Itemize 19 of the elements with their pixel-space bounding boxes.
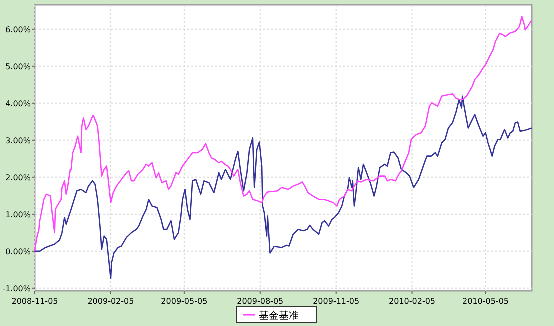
y-tick-label: -1.00% (2, 284, 32, 294)
legend-label: 基金基准 (259, 310, 299, 322)
x-tick-label: 2008-11-05 (12, 297, 58, 306)
line-series (34, 96, 533, 280)
y-tick-label: 2.00% (6, 173, 32, 182)
y-tick-label: 5.00% (6, 62, 32, 72)
x-tick-label: 2009-08-05 (237, 297, 284, 306)
y-tick-label: 6.00% (6, 25, 32, 34)
x-tick-label: 2009-02-05 (88, 297, 134, 306)
line-series (34, 16, 533, 252)
x-tick-label: 2009-05-05 (161, 297, 208, 306)
y-tick-label: 3.00% (6, 136, 32, 146)
legend: 基金基准 (236, 306, 318, 324)
x-tick-label: 2010-02-05 (389, 297, 436, 306)
y-tick-label: 4.00% (6, 99, 32, 108)
y-tick-label: 1.00% (6, 210, 32, 220)
x-tick-label: 2009-11-05 (313, 297, 360, 306)
x-tick-label: 2010-05-05 (462, 297, 510, 306)
y-tick-label: 0.00% (6, 247, 32, 256)
